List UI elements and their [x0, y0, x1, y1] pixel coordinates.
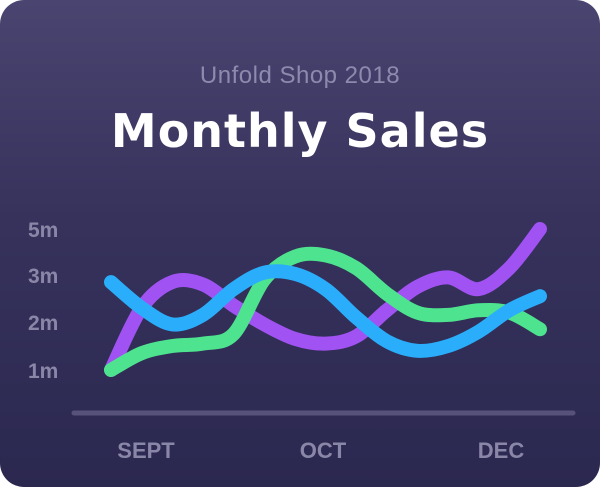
chart-subtitle: Unfold Shop 2018 — [199, 62, 401, 89]
y-tick-1m: 1m — [28, 360, 58, 383]
y-axis-labels: 1m 2m 3m 5m — [28, 219, 58, 383]
series-line-3 — [104, 264, 547, 358]
x-axis-labels: SEPT OCT DEC — [117, 438, 524, 463]
series-line-1 — [104, 222, 547, 377]
y-tick-2m: 2m — [28, 312, 58, 335]
series-lines — [104, 222, 547, 377]
x-tick-dec: DEC — [478, 438, 525, 463]
y-tick-3m: 3m — [28, 265, 58, 288]
x-tick-sept: SEPT — [117, 438, 175, 463]
series-line-2 — [104, 246, 547, 377]
x-tick-oct: OCT — [300, 438, 347, 463]
y-tick-5m: 5m — [28, 219, 58, 242]
chart-title: Monthly Sales — [110, 104, 490, 158]
